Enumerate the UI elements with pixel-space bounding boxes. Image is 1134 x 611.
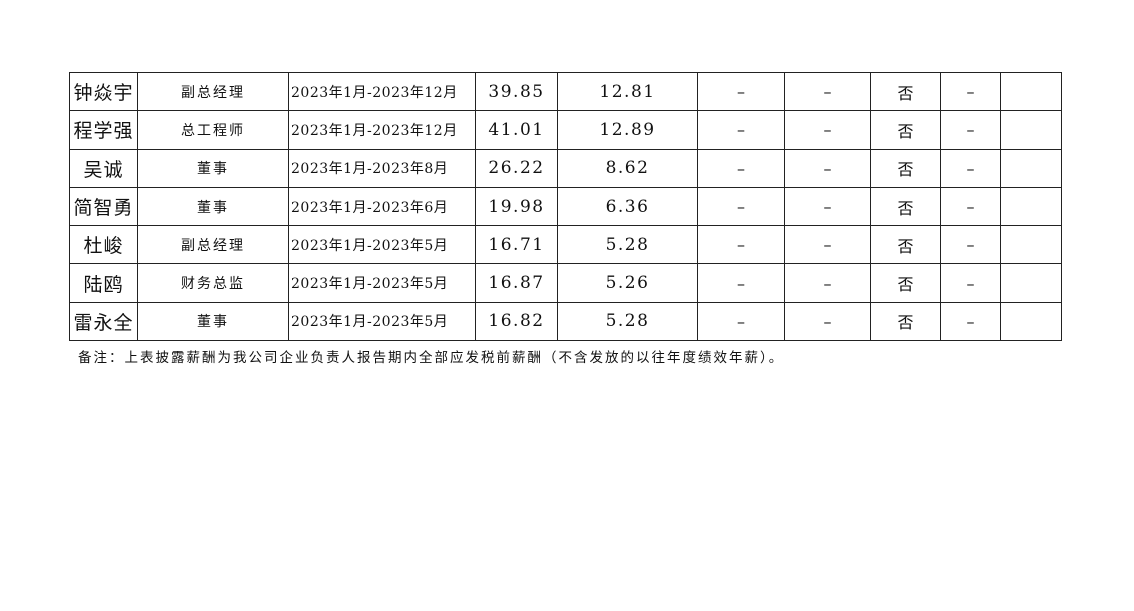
- compensation-value: 12.89: [557, 110, 698, 150]
- blank-cell: [1000, 71, 1062, 112]
- tenure-period: 2023年1月-2023年6月: [288, 186, 476, 227]
- tenure-period: 2023年1月-2023年5月: [288, 301, 476, 342]
- cell-dash: –: [784, 186, 871, 227]
- position: 总工程师: [137, 110, 289, 150]
- cell-dash: –: [784, 301, 871, 342]
- table-row: 程学强 总工程师 2023年1月-2023年12月 41.01 12.89– – 否 –: [69, 110, 1062, 150]
- blank-cell: [1000, 110, 1062, 150]
- compensation-value: 8.62: [557, 148, 698, 188]
- cell-dash: –: [697, 263, 785, 303]
- related-party-flag: 否: [870, 110, 941, 150]
- blank-cell: [1000, 225, 1062, 265]
- cell-dash: –: [784, 71, 871, 112]
- cell-dash: –: [784, 263, 871, 303]
- cell-dash: –: [697, 148, 785, 188]
- blank-cell: [1000, 148, 1062, 188]
- position: 董事: [137, 186, 289, 227]
- related-party-flag: 否: [870, 225, 941, 265]
- person-name: 杜峻: [69, 225, 138, 265]
- person-name: 吴诚: [69, 148, 138, 188]
- cell-dash: –: [940, 71, 1001, 112]
- tenure-period: 2023年1月-2023年5月: [288, 225, 476, 265]
- cell-dash: –: [784, 110, 871, 150]
- compensation-value: 5.26: [557, 263, 698, 303]
- cell-dash: –: [697, 186, 785, 227]
- compensation-table: 钟焱宇 副总经理 2023年1月-2023年12月 39.85 12.81– – 否 – 程学强…: [69, 71, 1062, 342]
- table-row: 陆鸥 财务总监 2023年1月-2023年5月 16.87 5.26– – 否 –: [69, 263, 1062, 303]
- cell-dash: –: [940, 225, 1001, 265]
- tenure-period: 2023年1月-2023年5月: [288, 263, 476, 303]
- related-party-flag: 否: [870, 148, 941, 188]
- cell-dash: –: [940, 148, 1001, 188]
- position: 副总经理: [137, 225, 289, 265]
- cell-dash: –: [940, 263, 1001, 303]
- compensation-value: 5.28: [557, 225, 698, 265]
- person-name: 钟焱宇: [69, 71, 138, 112]
- position: 董事: [137, 301, 289, 342]
- total-compensation: 39.85: [475, 71, 558, 112]
- cell-dash: –: [697, 301, 785, 342]
- blank-cell: [1000, 186, 1062, 227]
- related-party-flag: 否: [870, 71, 941, 112]
- tenure-period: 2023年1月-2023年12月: [288, 71, 476, 112]
- compensation-value: 6.36: [557, 186, 698, 227]
- table-body: 钟焱宇 副总经理 2023年1月-2023年12月 39.85 12.81– – 否 – 程学强…: [69, 71, 1062, 342]
- tenure-period: 2023年1月-2023年8月: [288, 148, 476, 188]
- cell-dash: –: [697, 110, 785, 150]
- person-name: 简智勇: [69, 186, 138, 227]
- cell-dash: –: [940, 186, 1001, 227]
- compensation-value: 5.28: [557, 301, 698, 342]
- table-footnote: 备注：上表披露薪酬为我公司企业负责人报告期内全部应发税前薪酬（不含发放的以往年度…: [78, 350, 785, 366]
- table-row: 杜峻 副总经理 2023年1月-2023年5月 16.71 5.28– – 否 –: [69, 225, 1062, 265]
- related-party-flag: 否: [870, 263, 941, 303]
- related-party-flag: 否: [870, 301, 941, 342]
- blank-cell: [1000, 301, 1062, 342]
- cell-dash: –: [784, 225, 871, 265]
- table-row: 简智勇 董事 2023年1月-2023年6月 19.98 6.36– – 否 –: [69, 186, 1062, 227]
- total-compensation: 16.82: [475, 301, 558, 342]
- cell-dash: –: [940, 110, 1001, 150]
- total-compensation: 16.71: [475, 225, 558, 265]
- cell-dash: –: [697, 71, 785, 112]
- total-compensation: 26.22: [475, 148, 558, 188]
- table-row: 雷永全 董事 2023年1月-2023年5月 16.82 5.28– – 否 –: [69, 301, 1062, 342]
- total-compensation: 41.01: [475, 110, 558, 150]
- position: 董事: [137, 148, 289, 188]
- total-compensation: 19.98: [475, 186, 558, 227]
- tenure-period: 2023年1月-2023年12月: [288, 110, 476, 150]
- person-name: 雷永全: [69, 301, 138, 342]
- cell-dash: –: [784, 148, 871, 188]
- person-name: 陆鸥: [69, 263, 138, 303]
- position: 副总经理: [137, 71, 289, 112]
- table-row: 钟焱宇 副总经理 2023年1月-2023年12月 39.85 12.81– – 否 –: [69, 71, 1062, 112]
- position: 财务总监: [137, 263, 289, 303]
- related-party-flag: 否: [870, 186, 941, 227]
- compensation-value: 12.81: [557, 71, 698, 112]
- table-row: 吴诚 董事 2023年1月-2023年8月 26.22 8.62– – 否 –: [69, 148, 1062, 188]
- cell-dash: –: [697, 225, 785, 265]
- person-name: 程学强: [69, 110, 138, 150]
- cell-dash: –: [940, 301, 1001, 342]
- blank-cell: [1000, 263, 1062, 303]
- total-compensation: 16.87: [475, 263, 558, 303]
